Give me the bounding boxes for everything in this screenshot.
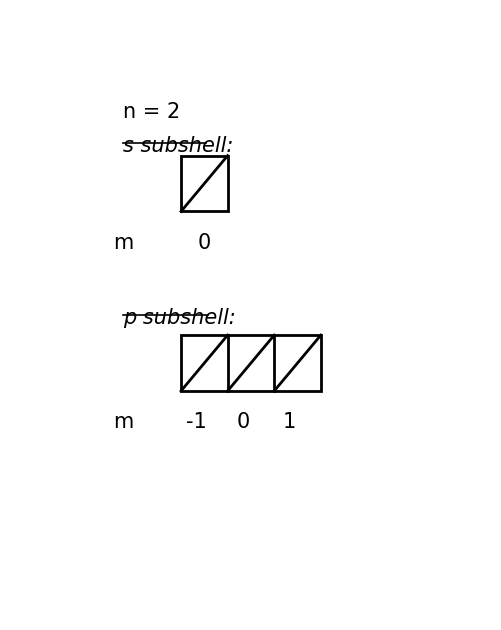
Text: m: m (113, 233, 133, 253)
Bar (181, 156, 227, 212)
Bar (181, 335, 321, 391)
Text: -1: -1 (186, 413, 207, 432)
Text: n = 2: n = 2 (123, 102, 180, 122)
Text: 1: 1 (283, 413, 297, 432)
Text: m: m (113, 413, 133, 432)
Text: p subshell:: p subshell: (123, 309, 235, 328)
Text: 0: 0 (198, 233, 211, 253)
Text: s subshell:: s subshell: (123, 136, 233, 156)
Text: 0: 0 (236, 413, 250, 432)
